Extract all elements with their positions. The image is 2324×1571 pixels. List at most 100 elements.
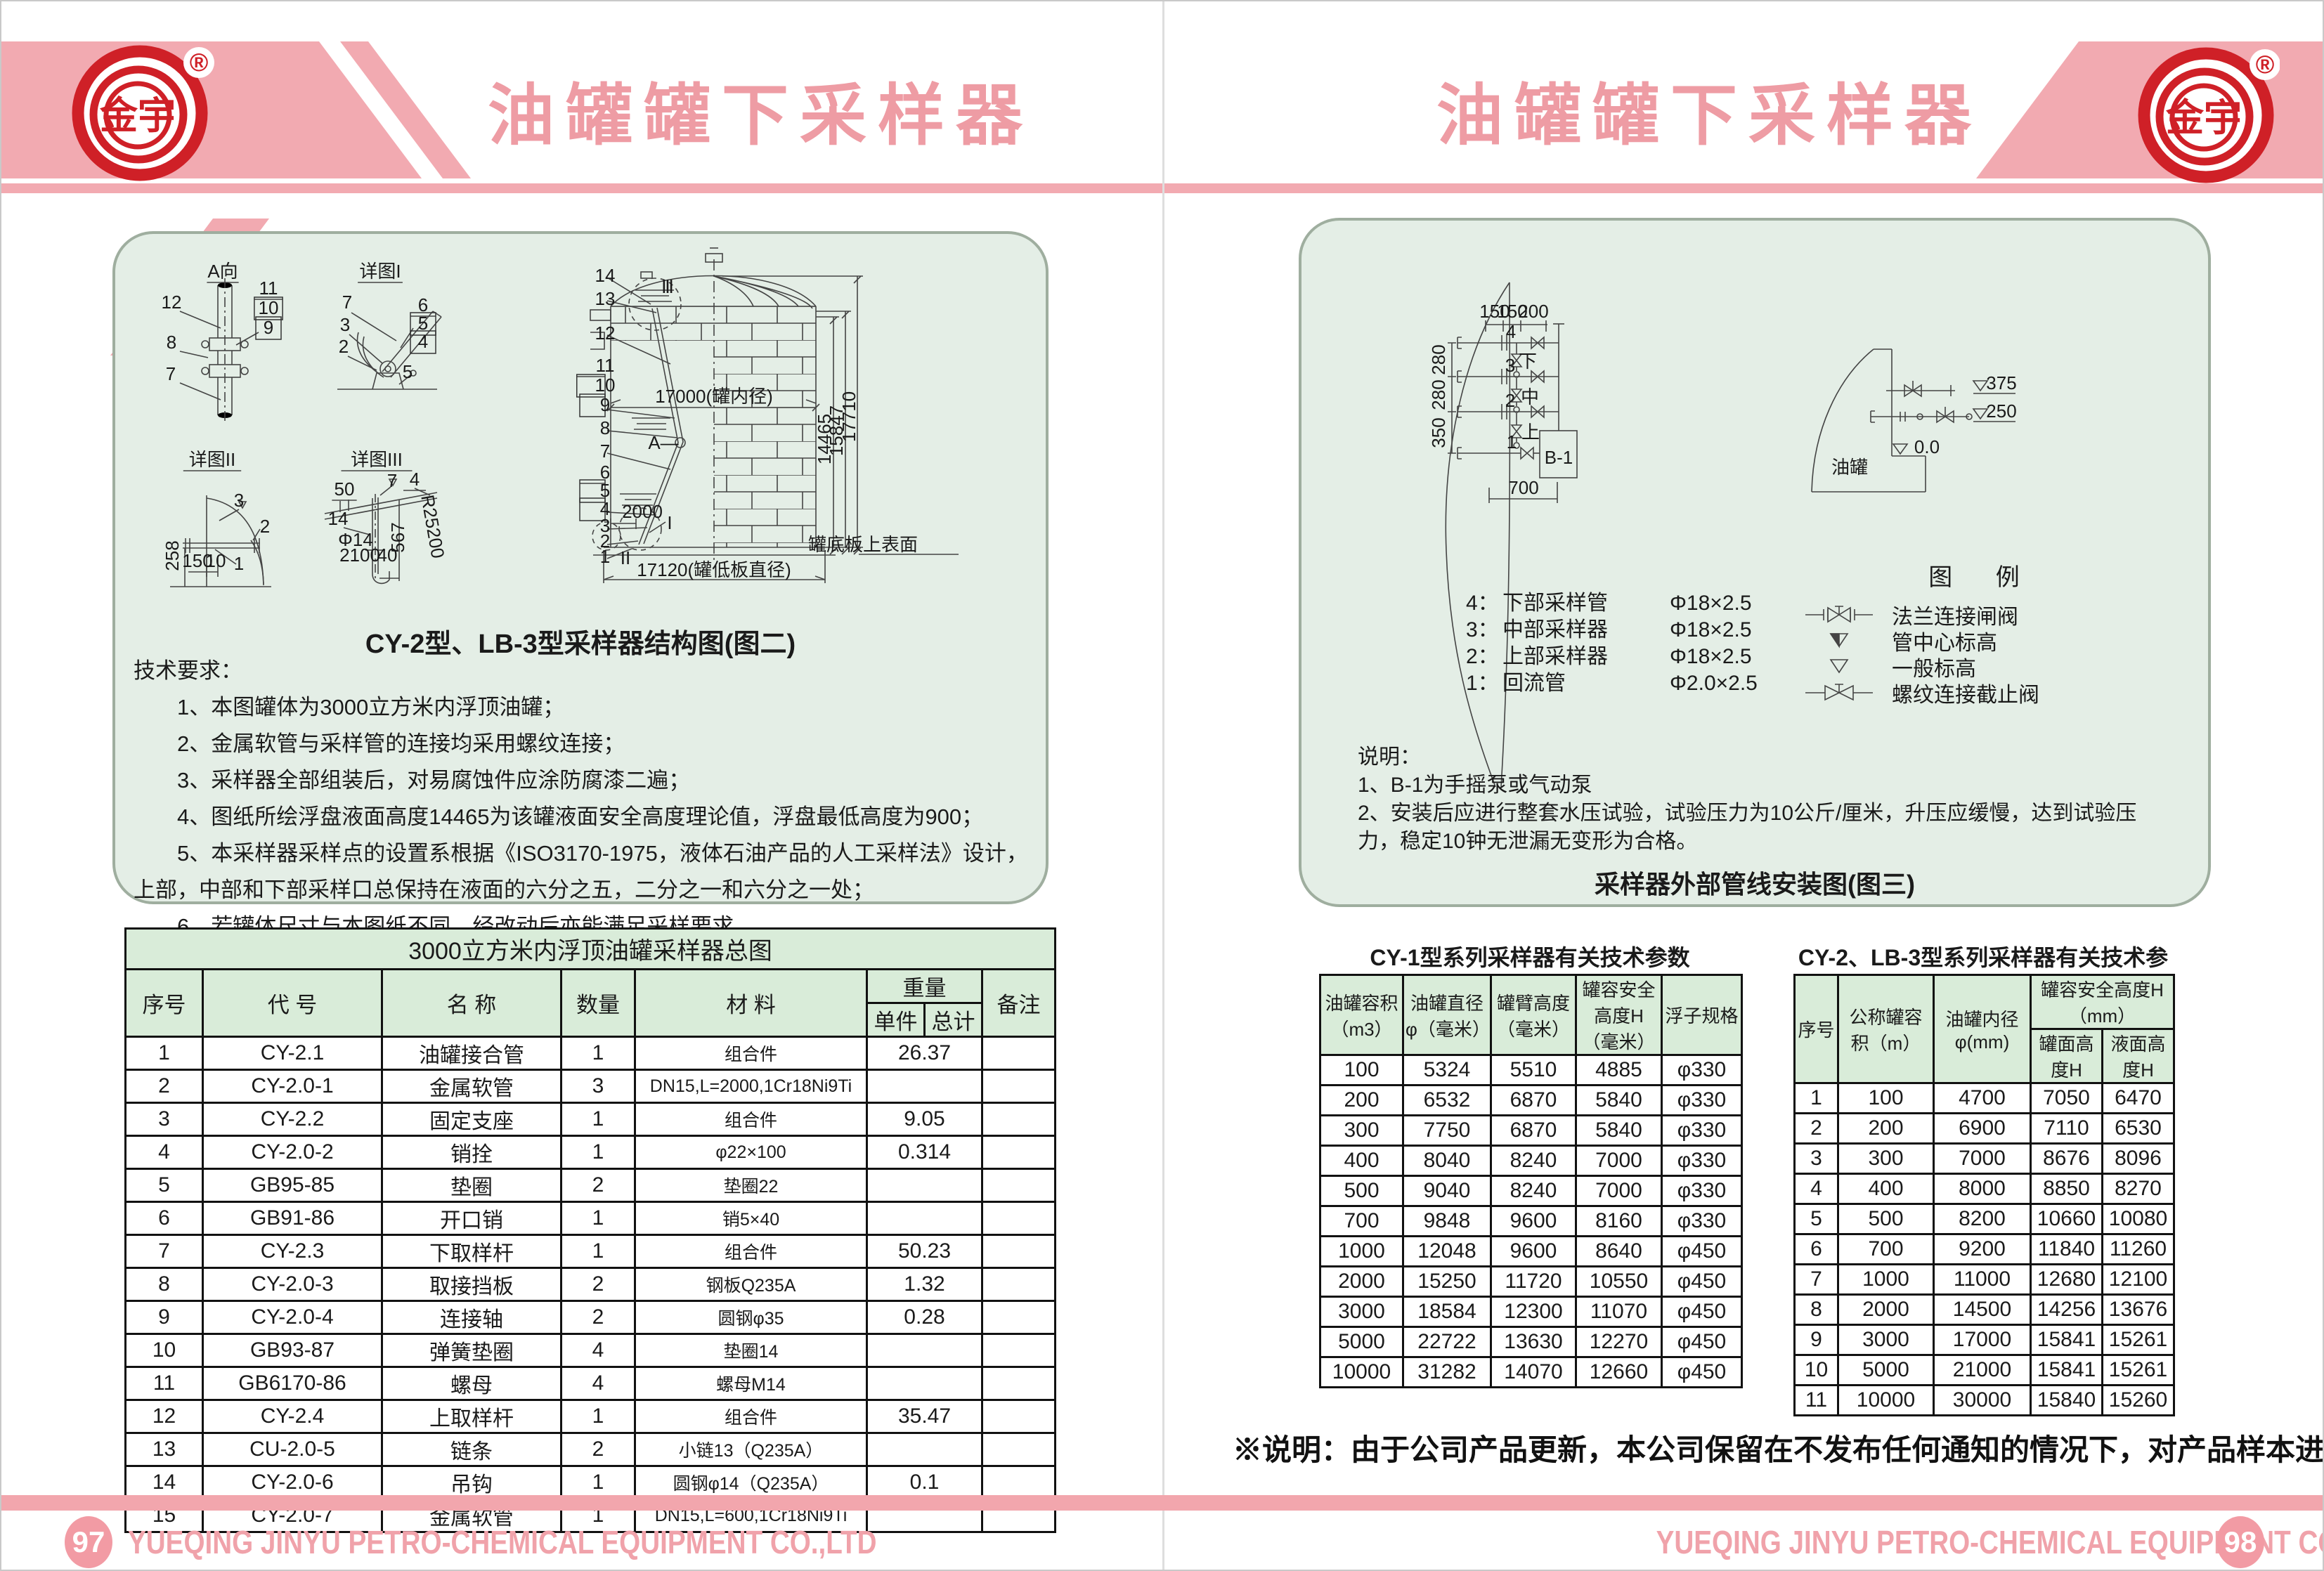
drawing-label: 3 [234, 490, 244, 511]
notes-item: 1、B-1为手摇泵或气动泵 [1358, 774, 1592, 797]
cell-h: 8240 [1490, 1145, 1577, 1177]
cell-tank_h: 14256 [2030, 1293, 2103, 1326]
cell-remark [980, 1333, 1057, 1368]
cy2-col-seq: 序号 [1793, 974, 1839, 1084]
registered-mark: ® [190, 48, 209, 77]
labels-elevation: 375 250 0.0 油罐 [1831, 372, 2017, 478]
cell-qty: 1 [560, 1036, 636, 1071]
flange-gate-valve-icon [1786, 602, 1892, 627]
legend-label: 法兰连接闸阀 [1892, 606, 2018, 629]
cell-code: GB91-86 [202, 1201, 383, 1236]
cell-tank_h: 10660 [2030, 1203, 2103, 1235]
table-row: 3 CY-2.2 固定支座 1 组合件 9.05 [124, 1102, 1057, 1137]
cell-qty: 1 [560, 1465, 636, 1500]
cell-seq: 4 [1793, 1173, 1839, 1205]
logo-text: 金宇 [2165, 97, 2242, 139]
drawing-label: 12 [162, 292, 182, 313]
cy2-col-cap: 公称罐容积（m） [1837, 974, 1935, 1084]
drawing-caption: CY-2型、LB-3型采样器结构图(图二) [365, 630, 796, 659]
cell-qty: 1 [560, 1135, 636, 1170]
cell-remark [980, 1399, 1057, 1434]
drawing-label: 5 [600, 480, 610, 501]
tech-req-item: 3、采样器全部组装后，对易腐蚀件应涂防腐漆二遍； [177, 768, 691, 793]
cell-material: 垫圈22 [634, 1168, 868, 1203]
cell-cap: 5000 [1319, 1326, 1404, 1358]
cell-material: 组合件 [634, 1102, 868, 1137]
drawing-label: 17000(罐内径) [655, 386, 773, 407]
table-row: 1000 12048 9600 8640 φ450 [1319, 1235, 1743, 1267]
cell-seq: 13 [124, 1432, 204, 1467]
drawing-label: 1 [1507, 431, 1517, 452]
cell-liquid_h: 15261 [2101, 1324, 2175, 1356]
drawing-label: 详图I [359, 261, 401, 282]
drawing-label: 12 [595, 322, 616, 344]
cell-dia: 11000 [1933, 1263, 2032, 1296]
cell-cap: 10000 [1319, 1356, 1404, 1388]
cell-name: 吊钩 [381, 1465, 562, 1500]
drawing-label: 7 [600, 441, 610, 462]
cell-code: CY-2.2 [202, 1102, 383, 1137]
cell-code: CY-2.0-4 [202, 1300, 383, 1335]
drawing-label: 7 [166, 363, 176, 384]
drawing-label: I [667, 512, 672, 533]
cell-remark [980, 1069, 1057, 1104]
drawing-label: 6 [418, 294, 428, 315]
cell-tank_h: 11840 [2030, 1233, 2103, 1265]
cell-liquid_h: 15260 [2101, 1384, 2175, 1416]
drawing-label: 4 [410, 469, 420, 490]
cell-liquid_h: 12100 [2101, 1263, 2175, 1296]
cell-seq: 11 [124, 1366, 204, 1401]
cell-safe: 12660 [1575, 1356, 1663, 1388]
cell-code: CY-2.0-2 [202, 1135, 383, 1170]
cell-material: 垫圈14 [634, 1333, 868, 1368]
label-box [576, 374, 606, 398]
drawing-label: 4 [600, 498, 610, 519]
cell-code: GB6170-86 [202, 1366, 383, 1401]
cell-cap: 300 [1837, 1142, 1935, 1175]
pipe-diagram [1445, 282, 1578, 788]
drawing-label: 14465 [814, 414, 835, 464]
cell-cap: 3000 [1319, 1296, 1404, 1328]
cy2-col-dia: 油罐内径φ(mm) [1933, 974, 2032, 1084]
cell-tank_h: 8850 [2030, 1173, 2103, 1205]
drawing-label: 10 [206, 550, 226, 571]
table-row: 3000 18584 12300 11070 φ450 [1319, 1296, 1743, 1328]
drawing-label: 700 [1508, 477, 1538, 498]
installation-notes: 说明： 1、B-1为手摇泵或气动泵 2、安装后应进行整套水压试验，试验压力为10… [1358, 743, 2173, 856]
notes-item: 2、安装后应进行整套水压试验，试验压力为10公斤/厘米，升压应缓慢，达到试验压力… [1358, 802, 2137, 853]
cell-seq: 2 [124, 1069, 204, 1104]
col-seq: 序号 [124, 968, 204, 1038]
drawing-label: Φ14 [338, 529, 373, 550]
table-row: 400 8040 8240 7000 φ330 [1319, 1145, 1743, 1177]
cell-safe: 10550 [1575, 1265, 1663, 1298]
cell-name: 垫圈 [381, 1168, 562, 1203]
cy1-col-3: 罐容安全高度H（毫米） [1575, 974, 1663, 1056]
cell-dia: 6532 [1402, 1084, 1492, 1116]
pipe-no: 1： [1466, 672, 1499, 695]
cell-dia: 9848 [1402, 1205, 1492, 1237]
cell-dia: 18584 [1402, 1296, 1492, 1328]
drawing-label: 11 [259, 278, 278, 299]
pipe-list: 4： 下部采样管 Φ18×2.5 3： 中部采样器 Φ18×2.5 2： 上部采… [1466, 590, 1796, 697]
page-number-badge: 98 [2216, 1516, 2264, 1568]
cell-remark [980, 1168, 1057, 1203]
table-row: 5 GB95-85 垫圈 2 垫圈22 [124, 1168, 1057, 1203]
cell-remark [980, 1432, 1057, 1467]
cell-dia: 6900 [1933, 1112, 2032, 1145]
cell-name: 下取样杆 [381, 1234, 562, 1269]
drawing-label: 150 [182, 550, 212, 571]
drawing-label: 280 [1428, 379, 1449, 410]
cell-name: 弹簧垫圈 [381, 1333, 562, 1368]
cell-qty: 1 [560, 1234, 636, 1269]
cell-qty: 2 [560, 1267, 636, 1302]
col-name: 名 称 [381, 968, 562, 1038]
cell-material: 组合件 [634, 1036, 868, 1071]
table-row: 2000 15250 11720 10550 φ450 [1319, 1265, 1743, 1298]
cell-h: 13630 [1490, 1326, 1577, 1358]
cell-material: 销5×40 [634, 1201, 868, 1236]
cell-float: φ330 [1661, 1175, 1743, 1207]
